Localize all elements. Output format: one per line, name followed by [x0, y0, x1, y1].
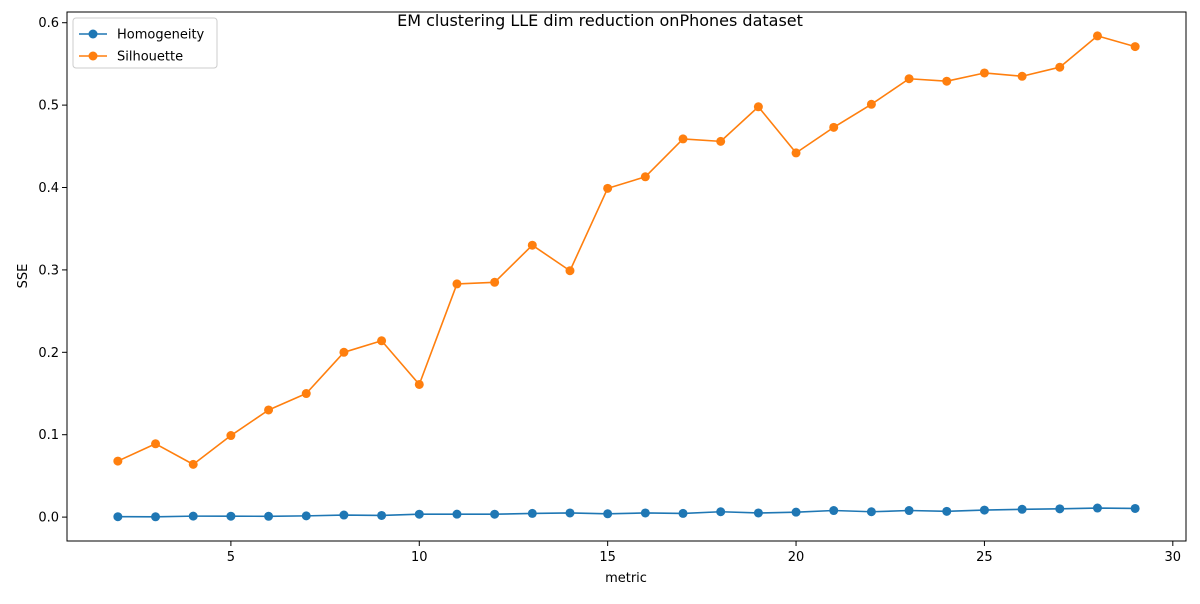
y-axis: 0.0 0.1 0.2 0.3 0.4 0.5 0.6 — [38, 16, 67, 526]
homogeneity-data-point — [791, 507, 801, 517]
homogeneity-data-point — [1017, 504, 1027, 514]
silhouette-data-point — [490, 277, 500, 287]
chart-title: EM clustering LLE dim reduction onPhones… — [397, 11, 803, 30]
homogeneity-data-point — [527, 508, 537, 518]
homogeneity-data-point — [678, 508, 688, 518]
silhouette-data-point — [113, 456, 123, 466]
y-tick-label: 0.2 — [38, 346, 59, 361]
homogeneity-data-point — [452, 509, 462, 519]
y-tick-label: 0.5 — [38, 99, 59, 114]
homogeneity-data-point — [829, 506, 839, 516]
silhouette-data-point — [603, 183, 613, 193]
y-tick-label: 0.0 — [38, 511, 59, 526]
silhouette-data-point — [1055, 62, 1065, 72]
silhouette-data-point — [753, 102, 763, 112]
x-tick-label: 15 — [599, 550, 616, 565]
homogeneity-data-point — [565, 508, 575, 518]
silhouette-legend-label: Silhouette — [117, 50, 183, 65]
plot-area — [66, 11, 1187, 542]
homogeneity-data-point — [113, 512, 123, 522]
silhouette-data-point — [979, 68, 989, 78]
silhouette-data-point — [942, 76, 952, 86]
legend-box — [72, 17, 218, 69]
homogeneity-data-point — [603, 509, 613, 519]
homogeneity-data-point — [1055, 504, 1065, 514]
homogeneity-legend-label: Homogeneity — [117, 28, 205, 43]
homogeneity-data-point — [753, 508, 763, 518]
silhouette-data-point — [904, 74, 914, 84]
silhouette-legend-marker — [88, 51, 98, 61]
silhouette-data-point — [151, 439, 161, 449]
homogeneity-data-point — [414, 509, 424, 519]
axes-frame — [66, 11, 1187, 542]
homogeneity-data-point — [979, 505, 989, 515]
homogeneity-series-line — [117, 507, 1136, 518]
homogeneity-data-point — [716, 507, 726, 517]
x-tick-label: 25 — [976, 550, 993, 565]
homogeneity-data-point — [226, 511, 236, 521]
silhouette-series-line — [117, 35, 1136, 466]
y-tick-label: 0.4 — [38, 181, 59, 196]
homogeneity-data-point — [866, 507, 876, 517]
silhouette-data-point — [414, 379, 424, 389]
x-tick-label: 10 — [411, 550, 428, 565]
silhouette-data-point — [301, 389, 311, 399]
homogeneity-data-point — [640, 508, 650, 518]
legend: Homogeneity Silhouette — [72, 17, 218, 69]
homogeneity-data-point — [490, 509, 500, 519]
homogeneity-data-point — [301, 511, 311, 521]
homogeneity-data-point — [188, 511, 198, 521]
silhouette-data-point — [527, 240, 537, 250]
homogeneity-data-point — [377, 510, 387, 520]
homogeneity-legend-marker — [88, 29, 98, 39]
silhouette-data-point — [565, 266, 575, 276]
x-tick-label: 5 — [227, 550, 235, 565]
silhouette-data-point — [339, 347, 349, 357]
silhouette-data-point — [1092, 31, 1102, 41]
y-tick-label: 0.6 — [38, 16, 59, 31]
homogeneity-data-point — [151, 512, 161, 522]
x-axis-label: metric — [605, 571, 647, 586]
x-axis: 5 10 15 20 25 30 — [227, 541, 1181, 565]
silhouette-data-point — [452, 279, 462, 289]
x-tick-label: 20 — [788, 550, 805, 565]
y-axis-label: SSE — [16, 264, 31, 289]
silhouette-data-point — [1017, 71, 1027, 81]
y-tick-label: 0.1 — [38, 428, 59, 443]
homogeneity-data-point — [1092, 503, 1102, 513]
silhouette-data-point — [829, 122, 839, 132]
silhouette-data-point — [188, 459, 198, 469]
silhouette-data-point — [716, 136, 726, 146]
silhouette-data-point — [377, 336, 387, 346]
homogeneity-data-point — [904, 506, 914, 516]
silhouette-data-point — [1130, 42, 1140, 52]
silhouette-data-point — [264, 405, 274, 415]
series-layer — [113, 31, 1140, 522]
homogeneity-data-point — [264, 511, 274, 521]
homogeneity-data-point — [1130, 503, 1140, 513]
silhouette-data-point — [678, 134, 688, 144]
silhouette-data-point — [866, 99, 876, 109]
homogeneity-data-point — [339, 510, 349, 520]
silhouette-data-point — [791, 148, 801, 158]
silhouette-data-point — [640, 172, 650, 182]
homogeneity-data-point — [942, 506, 952, 516]
silhouette-data-point — [226, 431, 236, 441]
y-tick-label: 0.3 — [38, 263, 59, 278]
x-tick-label: 30 — [1165, 550, 1182, 565]
